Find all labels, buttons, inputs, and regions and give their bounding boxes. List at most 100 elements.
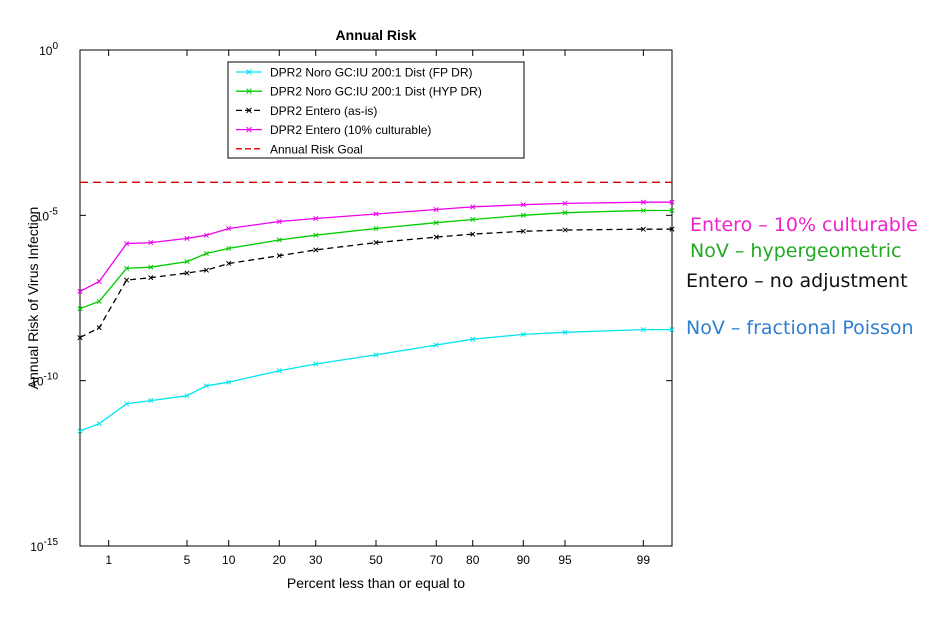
data-point <box>184 393 190 399</box>
data-point <box>313 215 319 222</box>
legend-swatch-marker <box>246 126 252 133</box>
data-point <box>124 277 130 283</box>
data-point <box>203 267 209 273</box>
legend-item-3: DPR2 Entero (as-is) <box>236 104 377 118</box>
data-point <box>669 199 675 205</box>
legend-box <box>227 61 525 159</box>
data-point <box>276 218 282 225</box>
data-point <box>226 245 232 251</box>
x-tick-label: 1 <box>105 553 112 567</box>
data-point <box>276 237 282 243</box>
x-tick-label: 70 <box>430 553 444 567</box>
y-tick-label: 100 <box>39 41 58 58</box>
data-point <box>433 206 439 213</box>
annotation-entero-10-culturable: Entero – 10% culturable <box>690 214 918 236</box>
data-point <box>77 428 83 434</box>
y-tick-label: 10-10 <box>30 372 58 389</box>
data-point <box>433 342 439 348</box>
data-point <box>669 327 675 333</box>
data-point <box>562 210 568 216</box>
data-point <box>96 421 102 427</box>
data-point <box>184 259 190 265</box>
data-point <box>148 398 154 404</box>
x-tick-label: 50 <box>369 553 383 567</box>
series-4 <box>77 199 675 294</box>
x-tick-label: 5 <box>184 553 191 567</box>
series-line <box>79 209 672 310</box>
data-point <box>124 241 130 247</box>
annotation-nov-fractional-poisson: NoV – fractional Poisson <box>686 317 914 339</box>
data-point <box>184 235 190 241</box>
data-point <box>313 247 319 253</box>
x-axis-label: Percent less than or equal to <box>287 575 465 591</box>
data-point <box>640 226 646 232</box>
data-point <box>373 211 379 217</box>
legend: DPR2 Noro GC:IU 200:1 Dist (FP DR) DPR2 N… <box>227 61 525 159</box>
data-point <box>203 383 209 389</box>
data-point <box>313 232 319 238</box>
legend-item-4: DPR2 Entero (10% culturable) <box>236 123 431 137</box>
series-3 <box>77 226 675 341</box>
series-2 <box>77 207 675 312</box>
data-point <box>96 325 102 331</box>
data-point <box>562 329 568 335</box>
series-layer <box>77 181 675 434</box>
data-point <box>124 401 130 407</box>
data-point <box>373 225 379 232</box>
x-tick-label: 20 <box>273 553 287 567</box>
data-point <box>520 228 526 234</box>
legend-swatch-marker <box>246 107 252 114</box>
annotation-nov-hypergeometric: NoV – hypergeometric <box>690 240 902 262</box>
chart-title: Annual Risk <box>336 27 417 43</box>
legend-label: DPR2 Entero (10% culturable) <box>270 123 431 137</box>
annotation-entero-no-adjustment: Entero – no adjustment <box>686 270 908 292</box>
data-point <box>124 265 130 271</box>
data-point <box>562 200 568 206</box>
x-tick-label: 30 <box>309 553 323 567</box>
y-tick-label: 10-15 <box>30 537 58 554</box>
legend-swatch-marker <box>246 69 252 75</box>
legend-label: DPR2 Noro GC:IU 200:1 Dist (FP DR) <box>270 66 473 80</box>
x-tick-label: 95 <box>558 553 572 567</box>
data-point <box>77 335 83 341</box>
y-tick-label: 10-5 <box>36 206 59 223</box>
data-point <box>373 240 379 246</box>
data-point <box>203 250 209 257</box>
data-point <box>276 368 282 374</box>
data-point <box>148 240 154 246</box>
data-point <box>433 220 439 226</box>
data-point <box>520 331 526 337</box>
data-point <box>470 231 476 237</box>
series-line <box>79 201 672 292</box>
data-point <box>520 202 526 208</box>
data-point <box>313 361 319 367</box>
series-1 <box>77 327 675 434</box>
data-point <box>640 207 646 214</box>
data-point <box>96 278 102 285</box>
data-point <box>669 207 675 214</box>
series-line <box>79 328 672 432</box>
tick-layer: 1 5 10 20 30 50 70 80 90 95 99 100 10-5 10-10 10-15 <box>30 41 672 567</box>
x-tick-label: 10 <box>222 553 236 567</box>
x-tick-label: 99 <box>637 553 651 567</box>
data-point <box>470 216 476 223</box>
legend-item-1: DPR2 Noro GC:IU 200:1 Dist (FP DR) <box>236 66 473 80</box>
data-point <box>226 225 232 232</box>
data-point <box>226 379 232 385</box>
data-point <box>276 253 282 259</box>
data-point <box>470 204 476 210</box>
data-point <box>184 270 190 276</box>
series-line <box>79 228 672 339</box>
x-tick-label: 90 <box>517 553 531 567</box>
data-point <box>96 298 102 304</box>
data-point <box>226 260 232 267</box>
data-point <box>640 199 646 205</box>
data-point <box>562 227 568 233</box>
data-point <box>433 234 439 240</box>
data-point <box>77 288 83 294</box>
legend-label: Annual Risk Goal <box>270 142 363 156</box>
legend-item-2: DPR2 Noro GC:IU 200:1 Dist (HYP DR) <box>236 85 482 99</box>
y-axis-label: Annual Risk of Virus Infection <box>25 207 41 390</box>
data-point <box>77 306 83 312</box>
